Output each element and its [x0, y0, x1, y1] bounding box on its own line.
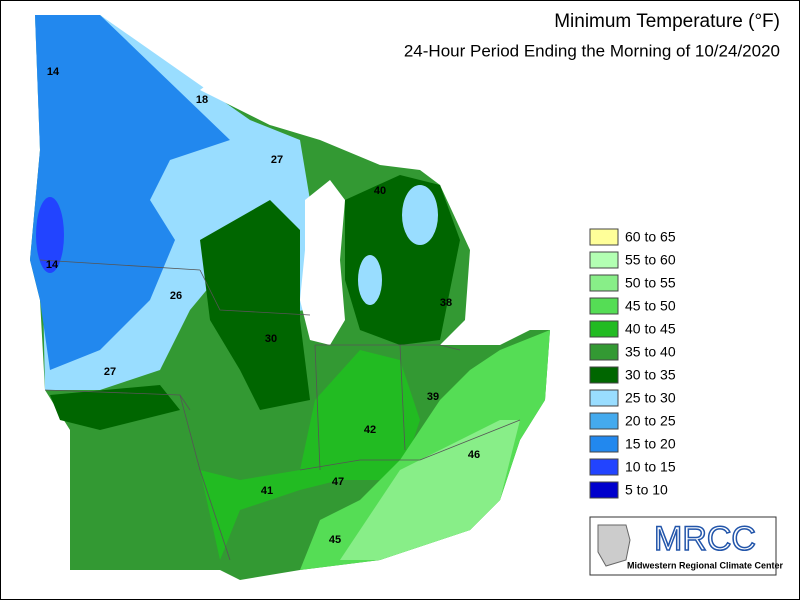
- legend-label: 60 to 65: [625, 229, 676, 245]
- state-boundaries: [39, 259, 521, 561]
- legend-label: 30 to 35: [625, 367, 676, 383]
- map-label: 30: [265, 333, 277, 345]
- legend-swatch: [589, 389, 619, 407]
- map-regions: [30, 15, 550, 580]
- legend-label: 55 to 60: [625, 252, 676, 268]
- map-label: 40: [374, 185, 386, 197]
- map-label: 27: [271, 154, 283, 166]
- legend-swatch: [589, 274, 619, 292]
- legend-swatch: [589, 366, 619, 384]
- legend-label: 40 to 45: [625, 321, 676, 337]
- map-label: 46: [468, 449, 480, 461]
- map-label: 27: [104, 366, 116, 378]
- map-label: 14: [46, 259, 59, 271]
- map-label: 38: [440, 297, 452, 309]
- legend-swatch: [589, 297, 619, 315]
- legend-label: 35 to 40: [625, 344, 676, 360]
- map-label: 14: [47, 66, 60, 78]
- logo-full-name: Midwestern Regional Climate Center: [627, 560, 784, 570]
- legend-swatch: [589, 320, 619, 338]
- map-title: Minimum Temperature (°F): [554, 11, 780, 32]
- map-label: 45: [329, 534, 341, 546]
- legend-label: 25 to 30: [625, 390, 676, 406]
- legend-label: 20 to 25: [625, 413, 676, 429]
- map-label: 18: [196, 94, 208, 106]
- logo-name: MRCC: [654, 520, 756, 558]
- legend-swatch: [589, 228, 619, 246]
- map-label: 47: [332, 476, 344, 488]
- logo-icon: [597, 524, 631, 567]
- map-subtitle: 24-Hour Period Ending the Morning of 10/…: [404, 41, 780, 60]
- map-label: 41: [261, 485, 273, 497]
- map-label: 26: [170, 290, 182, 302]
- map-labels: 14 18 27 40 14 26 38 30 27 39 42 46 47 4…: [46, 66, 480, 546]
- legend-label: 50 to 55: [625, 275, 676, 291]
- logo: MRCC Midwestern Regional Climate Center: [589, 516, 784, 576]
- legend: 60 to 65 55 to 60 50 to 55 45 to 50 40 to 45…: [589, 228, 676, 499]
- map-label: 39: [427, 391, 439, 403]
- legend-swatch: [589, 435, 619, 453]
- legend-label: 10 to 15: [625, 459, 676, 475]
- legend-swatch: [589, 343, 619, 361]
- legend-swatch: [589, 251, 619, 269]
- legend-label: 15 to 20: [625, 436, 676, 452]
- legend-label: 45 to 50: [625, 298, 676, 314]
- legend-swatch: [589, 481, 619, 499]
- legend-swatch: [589, 458, 619, 476]
- legend-label: 5 to 10: [625, 482, 668, 498]
- legend-swatch: [589, 412, 619, 430]
- map-label: 42: [364, 424, 376, 436]
